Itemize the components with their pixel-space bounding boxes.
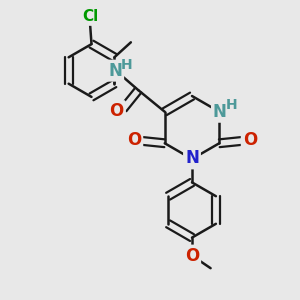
Text: O: O — [243, 131, 257, 149]
Text: O: O — [127, 131, 141, 149]
Text: Cl: Cl — [82, 9, 98, 24]
Text: H: H — [226, 98, 238, 112]
Text: N: N — [185, 149, 199, 167]
Text: O: O — [185, 247, 199, 265]
Text: N: N — [213, 103, 227, 121]
Text: N: N — [108, 61, 122, 80]
Text: H: H — [121, 58, 132, 72]
Text: O: O — [110, 102, 124, 120]
